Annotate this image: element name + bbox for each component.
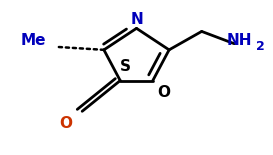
Text: Me: Me: [20, 33, 46, 48]
Text: O: O: [60, 116, 72, 131]
Text: NH: NH: [227, 33, 253, 48]
Text: 2: 2: [256, 40, 265, 53]
Text: S: S: [120, 59, 131, 74]
Text: O: O: [157, 85, 170, 100]
Text: N: N: [130, 12, 143, 27]
